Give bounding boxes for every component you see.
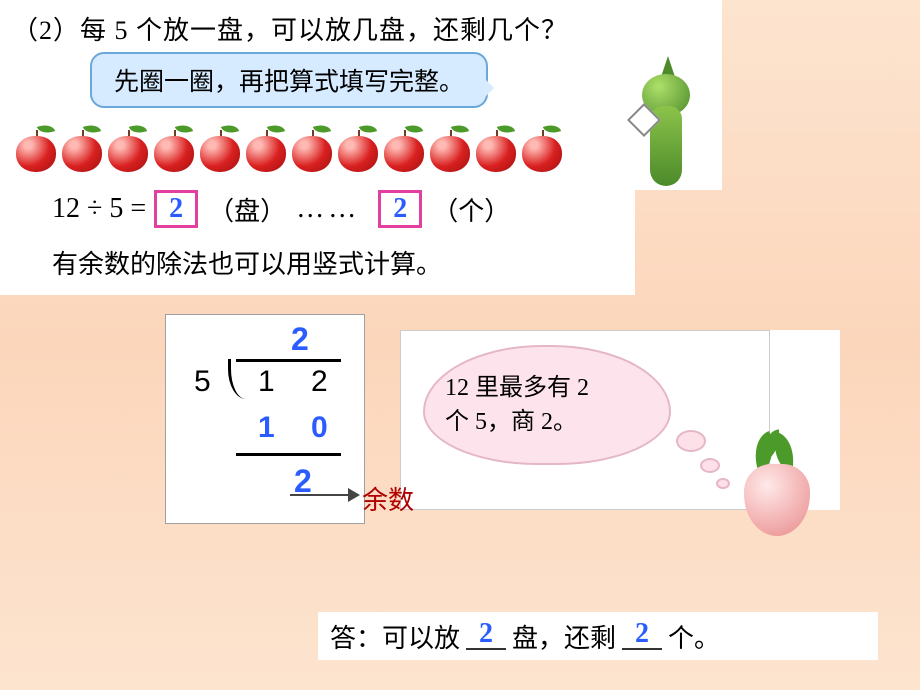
ld-quotient: 2 xyxy=(291,321,309,358)
mini-bubble-1 xyxy=(676,430,706,452)
apple-icon xyxy=(290,120,334,172)
statement-text: 有余数的除法也可以用竖式计算。 xyxy=(52,244,444,281)
blank-underline-1 xyxy=(466,648,506,650)
ld-bracket xyxy=(228,359,246,399)
equation-lhs: 12 ÷ 5 = xyxy=(52,193,146,225)
apple-icon xyxy=(244,120,288,172)
answer-value-1: 2 xyxy=(479,622,493,646)
apple-icon xyxy=(428,120,472,172)
apple-icon xyxy=(60,120,104,172)
answer-blank-2: 2 xyxy=(622,622,662,650)
question-text: （2）每 5 个放一盘，可以放几盘，还剩几个？ xyxy=(12,10,568,47)
ld-dividend: 1 2 xyxy=(258,365,342,399)
long-division-panel: 2 5 1 2 1 0 2 xyxy=(165,314,365,524)
apple-icon xyxy=(520,120,564,172)
ld-subtract: 1 0 xyxy=(258,411,342,445)
cloud-line-2: 个 5，商 2。 xyxy=(445,405,649,439)
apple-icon xyxy=(382,120,426,172)
mini-bubble-2 xyxy=(700,458,720,473)
answer-prefix: 答：可以放 xyxy=(330,618,460,655)
answer-mid: 盘，还剩 xyxy=(512,618,616,655)
division-equation: 12 ÷ 5 = 2 （盘） …… 2 （个） xyxy=(52,190,510,228)
apple-icon xyxy=(106,120,150,172)
apple-icon xyxy=(152,120,196,172)
unit-pieces: （个） xyxy=(432,191,510,228)
answer-blank-1: 2 xyxy=(466,622,506,650)
ld-divisor: 5 xyxy=(194,365,211,399)
apple-icon xyxy=(14,120,58,172)
answer-value-2: 2 xyxy=(635,622,649,646)
quotient-box: 2 xyxy=(154,190,198,228)
character-caterpillar xyxy=(628,56,708,186)
unit-plates: （盘） xyxy=(208,191,286,228)
remainder-arrow-line xyxy=(290,494,350,496)
equation-dots: …… xyxy=(296,193,360,225)
apple-icon xyxy=(198,120,242,172)
apple-icon xyxy=(474,120,518,172)
thought-cloud: 12 里最多有 2 个 5，商 2。 xyxy=(423,345,671,465)
blank-underline-2 xyxy=(622,648,662,650)
character-radish xyxy=(728,434,828,544)
cloud-line-1: 12 里最多有 2 xyxy=(445,371,649,405)
apple-row xyxy=(14,120,564,172)
answer-sentence-panel: 答：可以放 2 盘，还剩 2 个。 xyxy=(318,612,878,660)
apple-icon xyxy=(336,120,380,172)
thought-bubble-panel: 12 里最多有 2 个 5，商 2。 xyxy=(400,330,770,510)
remainder-arrow-head xyxy=(348,488,360,502)
answer-suffix: 个。 xyxy=(668,618,720,655)
instruction-speech-bubble: 先圈一圈，再把算式填写完整。 xyxy=(90,52,488,108)
radish-body-icon xyxy=(744,464,810,536)
ld-top-bar xyxy=(236,359,341,362)
ld-bottom-bar xyxy=(236,453,341,456)
remainder-box: 2 xyxy=(378,190,422,228)
remainder-label: 余数 xyxy=(362,480,414,517)
